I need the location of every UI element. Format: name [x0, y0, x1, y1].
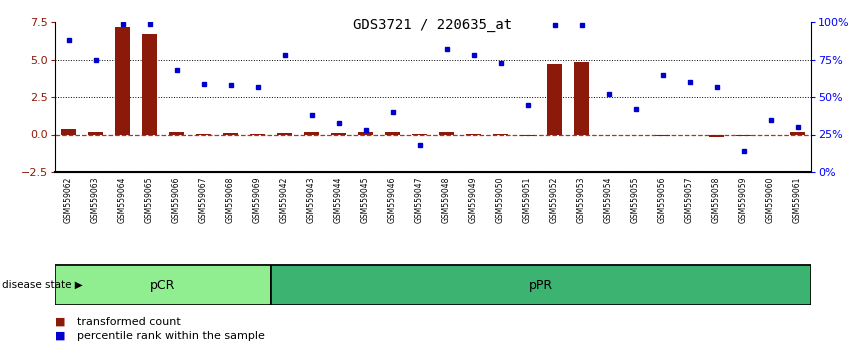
- Text: GSM559059: GSM559059: [739, 177, 748, 223]
- Bar: [304, 132, 319, 135]
- Bar: [61, 129, 76, 135]
- Text: GSM559058: GSM559058: [712, 177, 721, 223]
- Text: GSM559069: GSM559069: [253, 177, 262, 223]
- Bar: [358, 131, 373, 135]
- Text: GSM559050: GSM559050: [496, 177, 505, 223]
- Bar: [223, 133, 238, 135]
- Text: GSM559063: GSM559063: [91, 177, 100, 223]
- Text: GSM559044: GSM559044: [334, 177, 343, 223]
- Bar: [250, 134, 265, 135]
- Text: pPR: pPR: [529, 279, 553, 291]
- Text: ■: ■: [55, 317, 69, 327]
- Text: GSM559045: GSM559045: [361, 177, 370, 223]
- Bar: [736, 135, 751, 136]
- Text: pCR: pCR: [151, 279, 176, 291]
- Text: GSM559062: GSM559062: [64, 177, 73, 223]
- Text: GSM559055: GSM559055: [631, 177, 640, 223]
- Bar: [142, 34, 157, 135]
- Text: GSM559067: GSM559067: [199, 177, 208, 223]
- Bar: [196, 134, 211, 135]
- Text: GSM559064: GSM559064: [118, 177, 127, 223]
- Text: GSM559066: GSM559066: [172, 177, 181, 223]
- Bar: [709, 135, 724, 137]
- Bar: [271, 265, 811, 305]
- Text: GSM559061: GSM559061: [793, 177, 802, 223]
- Text: GSM559060: GSM559060: [766, 177, 775, 223]
- Bar: [88, 132, 103, 135]
- Text: GSM559051: GSM559051: [523, 177, 532, 223]
- Text: GSM559056: GSM559056: [658, 177, 667, 223]
- Bar: [790, 132, 805, 135]
- Text: GSM559054: GSM559054: [604, 177, 613, 223]
- Text: disease state ▶: disease state ▶: [2, 280, 82, 290]
- Bar: [277, 133, 292, 135]
- Text: GSM559053: GSM559053: [577, 177, 586, 223]
- Text: GSM559047: GSM559047: [415, 177, 424, 223]
- Text: GSM559048: GSM559048: [442, 177, 451, 223]
- Text: GSM559052: GSM559052: [550, 177, 559, 223]
- Text: percentile rank within the sample: percentile rank within the sample: [77, 331, 264, 341]
- Text: GSM559057: GSM559057: [685, 177, 694, 223]
- Bar: [115, 27, 130, 135]
- Text: GSM559043: GSM559043: [307, 177, 316, 223]
- Text: GSM559049: GSM559049: [469, 177, 478, 223]
- Bar: [439, 131, 454, 135]
- Bar: [520, 135, 535, 136]
- Bar: [331, 133, 346, 135]
- Bar: [574, 62, 589, 135]
- Text: transformed count: transformed count: [77, 317, 180, 327]
- Text: ■: ■: [55, 331, 69, 341]
- Text: GDS3721 / 220635_at: GDS3721 / 220635_at: [353, 18, 513, 32]
- Text: GSM559068: GSM559068: [226, 177, 235, 223]
- Text: GSM559042: GSM559042: [280, 177, 289, 223]
- Bar: [655, 135, 670, 136]
- Bar: [547, 64, 562, 135]
- Text: GSM559065: GSM559065: [145, 177, 154, 223]
- Text: GSM559046: GSM559046: [388, 177, 397, 223]
- Bar: [412, 134, 427, 135]
- Bar: [169, 132, 184, 135]
- Bar: [493, 134, 508, 135]
- Bar: [55, 265, 271, 305]
- Bar: [466, 134, 481, 135]
- Bar: [385, 132, 400, 135]
